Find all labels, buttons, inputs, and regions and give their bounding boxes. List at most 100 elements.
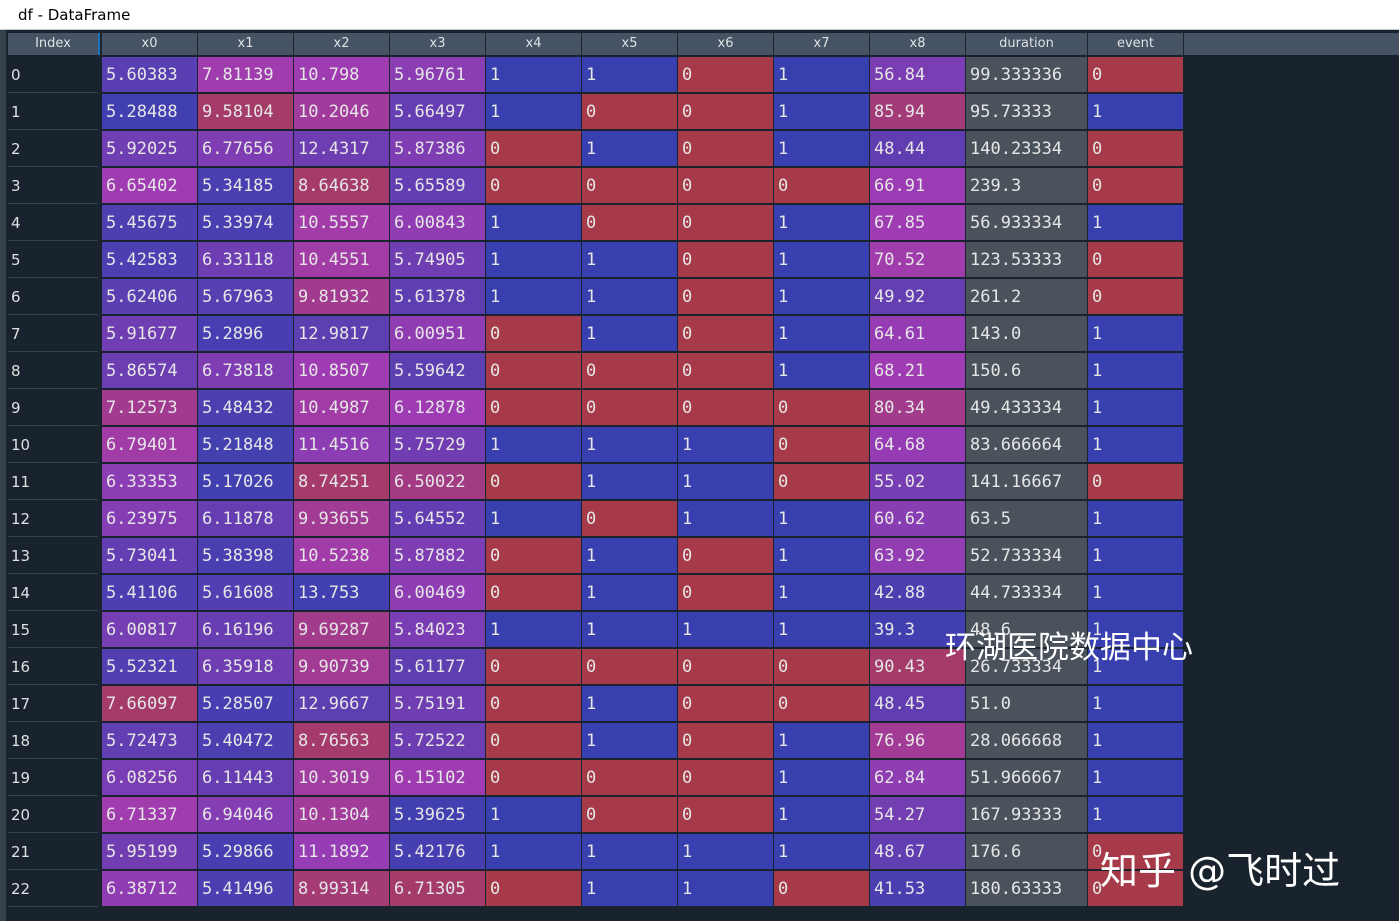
table-cell[interactable]: 0 — [678, 390, 774, 426]
table-cell[interactable]: 0 — [486, 760, 582, 796]
table-cell[interactable]: 1 — [582, 57, 678, 93]
table-cell[interactable]: 1 — [486, 205, 582, 241]
table-cell[interactable]: 0 — [486, 390, 582, 426]
table-cell[interactable]: 0 — [486, 538, 582, 574]
table-cell[interactable]: 0 — [582, 94, 678, 130]
table-cell[interactable]: 0 — [774, 427, 870, 463]
table-cell[interactable]: 5.72473 — [102, 723, 198, 759]
table-cell[interactable]: 239.3 — [966, 168, 1088, 204]
table-cell[interactable]: 1 — [678, 427, 774, 463]
table-cell[interactable]: 141.16667 — [966, 464, 1088, 500]
table-cell[interactable]: 12.9667 — [294, 686, 390, 722]
table-cell[interactable]: 5.96761 — [390, 57, 486, 93]
table-cell[interactable]: 6.00951 — [390, 316, 486, 352]
table-cell[interactable]: 6.35918 — [198, 649, 294, 685]
table-cell[interactable]: 0 — [678, 649, 774, 685]
row-index[interactable]: 2 — [8, 131, 98, 167]
table-cell[interactable]: 10.4987 — [294, 390, 390, 426]
table-cell[interactable]: 5.74905 — [390, 242, 486, 278]
row-index[interactable]: 5 — [8, 242, 98, 278]
table-cell[interactable]: 0 — [486, 723, 582, 759]
table-cell[interactable]: 10.8507 — [294, 353, 390, 389]
table-cell[interactable]: 6.79401 — [102, 427, 198, 463]
row-index[interactable]: 11 — [8, 464, 98, 500]
table-cell[interactable]: 7.12573 — [102, 390, 198, 426]
table-cell[interactable]: 56.933334 — [966, 205, 1088, 241]
table-cell[interactable]: 26.733334 — [966, 649, 1088, 685]
table-cell[interactable]: 1 — [582, 242, 678, 278]
row-index[interactable]: 6 — [8, 279, 98, 315]
table-cell[interactable]: 6.15102 — [390, 760, 486, 796]
table-cell[interactable]: 1 — [582, 316, 678, 352]
table-cell[interactable]: 5.29866 — [198, 834, 294, 870]
table-cell[interactable]: 0 — [582, 353, 678, 389]
table-cell[interactable]: 0 — [486, 649, 582, 685]
table-cell[interactable]: 0 — [678, 797, 774, 833]
table-cell[interactable]: 0 — [1088, 57, 1184, 93]
table-cell[interactable]: 70.52 — [870, 242, 966, 278]
table-cell[interactable]: 5.61177 — [390, 649, 486, 685]
column-header-x0[interactable]: x0 — [102, 33, 198, 55]
table-cell[interactable]: 0 — [1088, 242, 1184, 278]
table-cell[interactable]: 1 — [774, 94, 870, 130]
table-cell[interactable]: 51.966667 — [966, 760, 1088, 796]
table-cell[interactable]: 1 — [678, 871, 774, 907]
table-cell[interactable]: 1 — [582, 723, 678, 759]
table-cell[interactable]: 5.17026 — [198, 464, 294, 500]
table-cell[interactable]: 8.76563 — [294, 723, 390, 759]
table-cell[interactable]: 7.66097 — [102, 686, 198, 722]
row-index[interactable]: 9 — [8, 390, 98, 426]
table-cell[interactable]: 0 — [678, 57, 774, 93]
row-index[interactable]: 18 — [8, 723, 98, 759]
table-cell[interactable]: 5.2896 — [198, 316, 294, 352]
table-cell[interactable]: 6.38712 — [102, 871, 198, 907]
table-cell[interactable]: 49.92 — [870, 279, 966, 315]
table-cell[interactable]: 143.0 — [966, 316, 1088, 352]
table-cell[interactable]: 9.58104 — [198, 94, 294, 130]
table-cell[interactable]: 9.90739 — [294, 649, 390, 685]
table-cell[interactable]: 0 — [486, 168, 582, 204]
table-cell[interactable]: 176.6 — [966, 834, 1088, 870]
table-cell[interactable]: 10.1304 — [294, 797, 390, 833]
table-cell[interactable]: 5.65589 — [390, 168, 486, 204]
table-cell[interactable]: 1 — [486, 501, 582, 537]
table-cell[interactable]: 5.75729 — [390, 427, 486, 463]
table-cell[interactable]: 5.61378 — [390, 279, 486, 315]
table-cell[interactable]: 5.45675 — [102, 205, 198, 241]
table-cell[interactable]: 0 — [1088, 168, 1184, 204]
table-cell[interactable]: 5.62406 — [102, 279, 198, 315]
table-cell[interactable]: 1 — [678, 501, 774, 537]
table-cell[interactable]: 44.733334 — [966, 575, 1088, 611]
table-cell[interactable]: 1 — [486, 797, 582, 833]
table-cell[interactable]: 0 — [1088, 834, 1184, 870]
table-cell[interactable]: 1 — [1088, 760, 1184, 796]
table-cell[interactable]: 10.5557 — [294, 205, 390, 241]
table-cell[interactable]: 1 — [678, 612, 774, 648]
table-cell[interactable]: 1 — [1088, 612, 1184, 648]
table-cell[interactable]: 1 — [486, 94, 582, 130]
table-cell[interactable]: 1 — [774, 205, 870, 241]
row-index[interactable]: 22 — [8, 871, 98, 907]
table-cell[interactable]: 5.92025 — [102, 131, 198, 167]
table-cell[interactable]: 0 — [582, 649, 678, 685]
table-cell[interactable]: 1 — [582, 464, 678, 500]
table-cell[interactable]: 0 — [678, 353, 774, 389]
table-cell[interactable]: 1 — [486, 834, 582, 870]
row-index[interactable]: 1 — [8, 94, 98, 130]
table-cell[interactable]: 0 — [1088, 279, 1184, 315]
table-cell[interactable]: 85.94 — [870, 94, 966, 130]
table-cell[interactable]: 99.333336 — [966, 57, 1088, 93]
table-cell[interactable]: 1 — [486, 427, 582, 463]
table-cell[interactable]: 0 — [486, 316, 582, 352]
table-cell[interactable]: 6.23975 — [102, 501, 198, 537]
table-cell[interactable]: 10.4551 — [294, 242, 390, 278]
table-cell[interactable]: 0 — [678, 316, 774, 352]
table-cell[interactable]: 51.0 — [966, 686, 1088, 722]
column-header-x8[interactable]: x8 — [870, 33, 966, 55]
table-cell[interactable]: 48.45 — [870, 686, 966, 722]
column-header-x7[interactable]: x7 — [774, 33, 870, 55]
table-cell[interactable]: 0 — [678, 205, 774, 241]
table-cell[interactable]: 1 — [1088, 797, 1184, 833]
table-cell[interactable]: 41.53 — [870, 871, 966, 907]
table-cell[interactable]: 140.23334 — [966, 131, 1088, 167]
